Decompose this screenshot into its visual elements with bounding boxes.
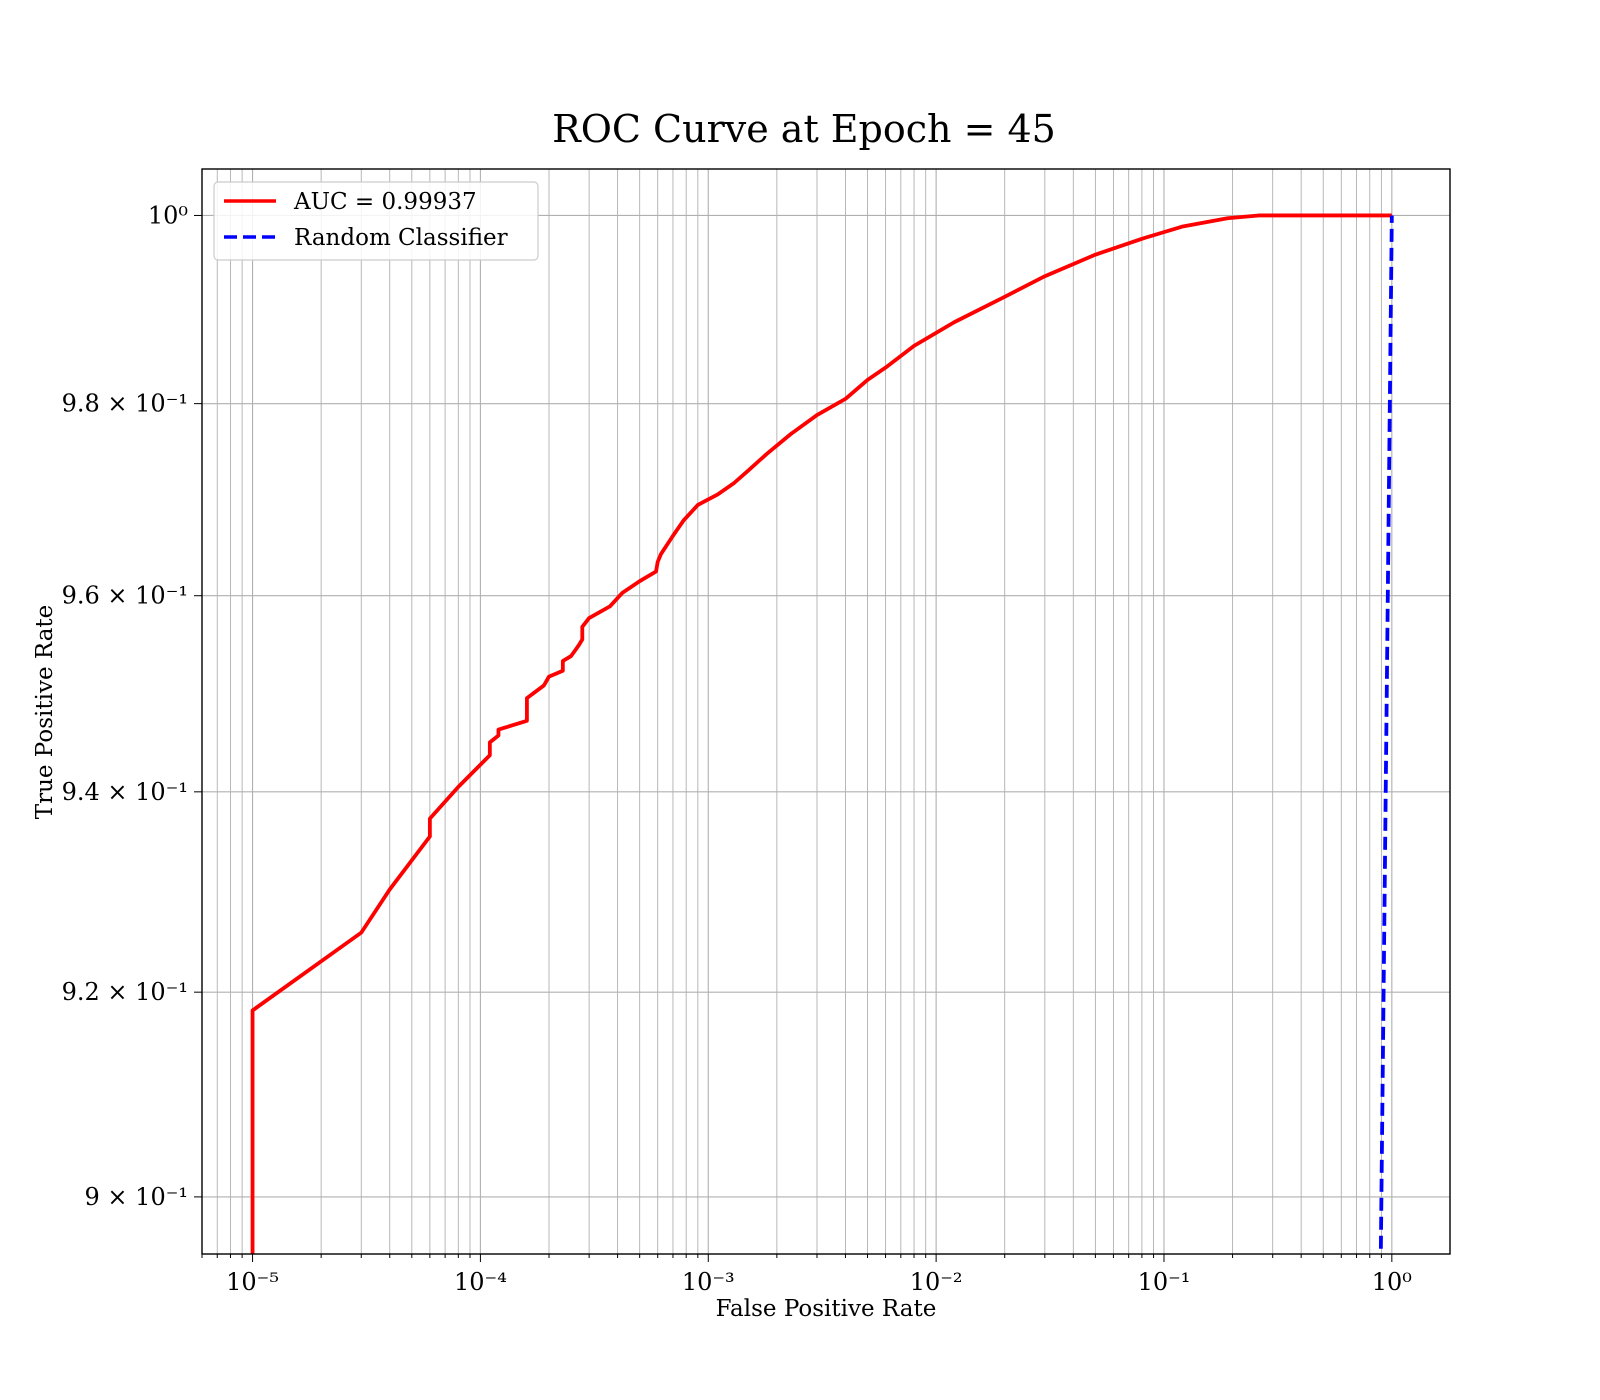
legend-box xyxy=(213,181,539,261)
legend: AUC = 0.99937 Random Classifier xyxy=(213,181,539,261)
x-axis-label: False Positive Rate xyxy=(716,1296,937,1322)
y-axis-label: True Positive Rate xyxy=(32,605,58,820)
legend-label-random-classifier: Random Classifier xyxy=(294,225,508,251)
x-tick-label: 10⁻⁴ xyxy=(454,1268,507,1296)
plot-series xyxy=(250,213,1394,1254)
y-tick-label: 9.4 × 10⁻¹ xyxy=(62,778,188,806)
plot-frame xyxy=(201,168,1451,1255)
y-tick-label: 9.6 × 10⁻¹ xyxy=(62,582,188,610)
axis-ticks: 9 × 10⁻¹ 9.2 × 10⁻¹ 9.4 × 10⁻¹ 9.6 × 10⁻¹ 9.… xyxy=(62,201,1412,1296)
x-tick-label: 10⁻³ xyxy=(682,1268,735,1296)
random-classifier-line xyxy=(1378,215,1394,1249)
x-tick-label: 10⁰ xyxy=(1372,1268,1412,1296)
y-tick-label: 9.8 × 10⁻¹ xyxy=(62,390,188,418)
y-tick-label: 9 × 10⁻¹ xyxy=(85,1183,188,1211)
y-tick-label: 9.2 × 10⁻¹ xyxy=(62,978,188,1006)
x-tick-label: 10⁻¹ xyxy=(1138,1268,1191,1296)
y-tick-label: 10⁰ xyxy=(148,201,188,229)
grid-lines xyxy=(201,169,1450,1254)
legend-label-auc: AUC = 0.99937 xyxy=(293,189,477,215)
chart-title: ROC Curve at Epoch = 45 xyxy=(552,107,1056,151)
roc-curve-line xyxy=(250,213,1392,1254)
x-tick-label: 10⁻⁵ xyxy=(226,1268,279,1296)
x-tick-label: 10⁻² xyxy=(910,1268,963,1296)
